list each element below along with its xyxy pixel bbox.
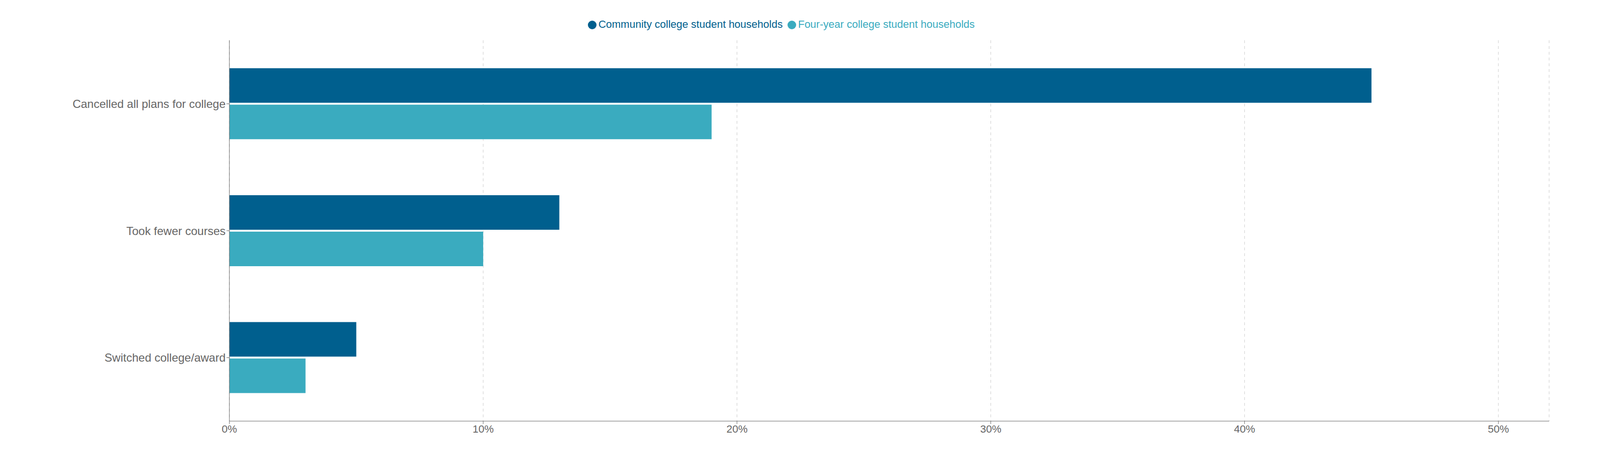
svg-text:50%: 50%	[1487, 423, 1509, 436]
svg-text:0%: 0%	[221, 423, 238, 436]
svg-text:Cancelled all plans for colleg: Cancelled all plans for college	[72, 97, 226, 111]
svg-text:Switched college/award: Switched college/award	[104, 351, 226, 365]
svg-text:30%: 30%	[980, 423, 1002, 436]
html-text:Community college student hous: Community college student households	[598, 18, 783, 31]
svg-text:40%: 40%	[1233, 423, 1255, 436]
svg-text:10%: 10%	[472, 423, 494, 436]
svg-text:Took fewer courses: Took fewer courses	[126, 224, 226, 238]
html-text:Four-year college student hous: Four-year college student households	[798, 18, 975, 31]
svg-text:20%: 20%	[726, 423, 748, 436]
